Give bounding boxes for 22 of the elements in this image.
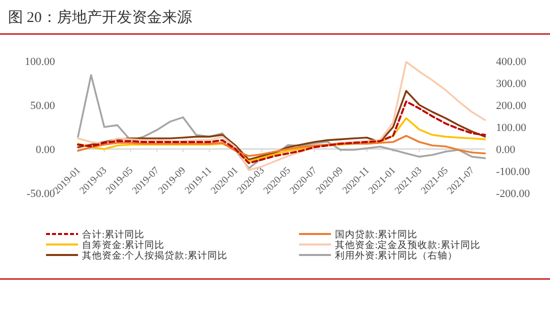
y2-tick-label: 100.00 xyxy=(496,122,527,134)
legend-label: 国内贷款:累计同比 xyxy=(335,228,418,240)
line-series xyxy=(77,117,486,162)
legend-label: 其他资金:定金及预收款:累计同比 xyxy=(335,239,480,251)
legend-label: 合计:累计同比 xyxy=(82,228,145,240)
y2-tick-label: 400.00 xyxy=(496,56,527,68)
y-tick-label: 100.00 xyxy=(24,56,56,68)
y-tick-label: 50.00 xyxy=(30,100,56,112)
line-series xyxy=(77,90,486,160)
line-series xyxy=(77,100,486,164)
line-series xyxy=(77,134,486,157)
y2-tick-label: 300.00 xyxy=(496,78,527,90)
y-tick-label: -50.00 xyxy=(26,188,56,200)
chart-title: 图 20：房地产开发资金来源 xyxy=(8,9,192,26)
legend-label: 自筹资金:累计同比 xyxy=(82,239,165,251)
y2-tick-label: -200.00 xyxy=(496,188,530,200)
y-tick-label: 0.00 xyxy=(36,144,56,156)
y2-tick-label: -100.00 xyxy=(496,166,530,178)
y2-tick-label: 200.00 xyxy=(496,100,527,112)
legend-label: 利用外资:累计同比（右轴） xyxy=(335,250,458,262)
y2-tick-label: 0.00 xyxy=(496,144,516,156)
legend-label: 其他资金:个人按揭贷款:累计同比 xyxy=(82,250,228,262)
